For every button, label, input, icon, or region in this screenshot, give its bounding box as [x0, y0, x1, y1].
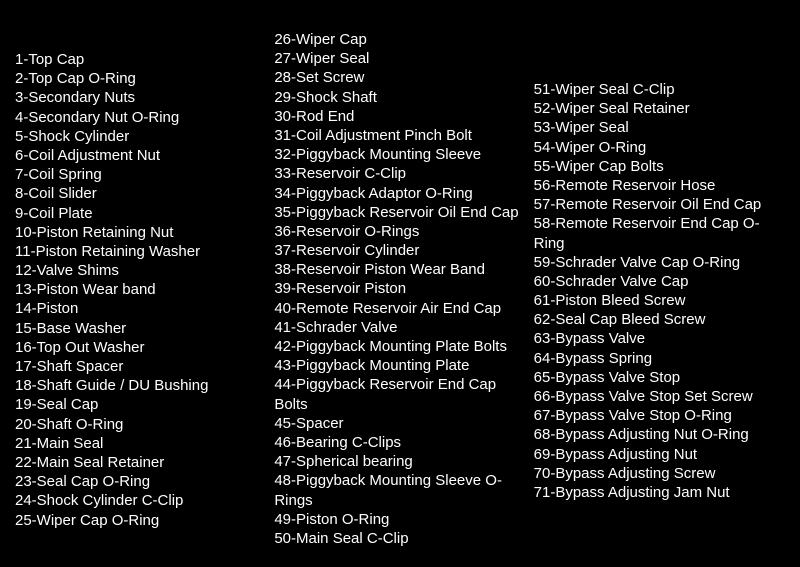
parts-list-item: 8-Coil Slider: [15, 184, 266, 203]
parts-list-item: 7-Coil Spring: [15, 165, 266, 184]
parts-list-item: 23-Seal Cap O-Ring: [15, 472, 266, 491]
parts-list-item: 66-Bypass Valve Stop Set Screw: [534, 387, 785, 406]
parts-list-item: 26-Wiper Cap: [274, 30, 525, 49]
parts-list-item: 70-Bypass Adjusting Screw: [534, 464, 785, 483]
parts-list-item: 53-Wiper Seal: [534, 118, 785, 137]
parts-list-item: 69-Bypass Adjusting Nut: [534, 445, 785, 464]
parts-list-item: 45-Spacer: [274, 414, 525, 433]
parts-list-item: 6-Coil Adjustment Nut: [15, 146, 266, 165]
parts-list-item: 9-Coil Plate: [15, 204, 266, 223]
parts-list-item: 48-Piggyback Mounting Sleeve O-Rings: [274, 471, 525, 509]
parts-list-item: 41-Schrader Valve: [274, 318, 525, 337]
parts-list-item: 55-Wiper Cap Bolts: [534, 157, 785, 176]
parts-list-item: 54-Wiper O-Ring: [534, 138, 785, 157]
parts-list-item: 52-Wiper Seal Retainer: [534, 99, 785, 118]
parts-list-item: 12-Valve Shims: [15, 261, 266, 280]
parts-list-item: 25-Wiper Cap O-Ring: [15, 511, 266, 530]
parts-list-item: 64-Bypass Spring: [534, 349, 785, 368]
parts-list-item: 59-Schrader Valve Cap O-Ring: [534, 253, 785, 272]
parts-list-item: 32-Piggyback Mounting Sleeve: [274, 145, 525, 164]
parts-list-item: 2-Top Cap O-Ring: [15, 69, 266, 88]
parts-list-item: 56-Remote Reservoir Hose: [534, 176, 785, 195]
parts-list-item: 29-Shock Shaft: [274, 88, 525, 107]
parts-list-item: 42-Piggyback Mounting Plate Bolts: [274, 337, 525, 356]
parts-list-item: 30-Rod End: [274, 107, 525, 126]
parts-list-item: 68-Bypass Adjusting Nut O-Ring: [534, 425, 785, 444]
parts-list-item: 39-Reservoir Piston: [274, 279, 525, 298]
parts-list-item: 24-Shock Cylinder C-Clip: [15, 491, 266, 510]
parts-list-item: 13-Piston Wear band: [15, 280, 266, 299]
parts-list-item: 17-Shaft Spacer: [15, 357, 266, 376]
parts-list-item: 62-Seal Cap Bleed Screw: [534, 310, 785, 329]
parts-column-2: 26-Wiper Cap27-Wiper Seal28-Set Screw29-…: [274, 30, 525, 548]
parts-list-item: 40-Remote Reservoir Air End Cap: [274, 299, 525, 318]
parts-list-item: 65-Bypass Valve Stop: [534, 368, 785, 387]
parts-list-item: 43-Piggyback Mounting Plate: [274, 356, 525, 375]
parts-list-item: 34-Piggyback Adaptor O-Ring: [274, 184, 525, 203]
parts-list-item: 36-Reservoir O-Rings: [274, 222, 525, 241]
parts-list-item: 37-Reservoir Cylinder: [274, 241, 525, 260]
parts-list-item: 28-Set Screw: [274, 68, 525, 87]
parts-list-item: 27-Wiper Seal: [274, 49, 525, 68]
parts-list-container: 1-Top Cap2-Top Cap O-Ring3-Secondary Nut…: [15, 30, 785, 548]
parts-list-item: 31-Coil Adjustment Pinch Bolt: [274, 126, 525, 145]
parts-list-item: 16-Top Out Washer: [15, 338, 266, 357]
parts-column-3: 51-Wiper Seal C-Clip52-Wiper Seal Retain…: [534, 30, 785, 548]
parts-list-item: 49-Piston O-Ring: [274, 510, 525, 529]
parts-list-item: 3-Secondary Nuts: [15, 88, 266, 107]
parts-list-item: 47-Spherical bearing: [274, 452, 525, 471]
parts-column-1: 1-Top Cap2-Top Cap O-Ring3-Secondary Nut…: [15, 30, 266, 548]
parts-list-item: 19-Seal Cap: [15, 395, 266, 414]
parts-list-item: 21-Main Seal: [15, 434, 266, 453]
parts-list-item: 11-Piston Retaining Washer: [15, 242, 266, 261]
parts-list-item: 15-Base Washer: [15, 319, 266, 338]
parts-list-item: 57-Remote Reservoir Oil End Cap: [534, 195, 785, 214]
parts-list-item: 35-Piggyback Reservoir Oil End Cap: [274, 203, 525, 222]
parts-list-item: 14-Piston: [15, 299, 266, 318]
parts-list-item: 18-Shaft Guide / DU Bushing: [15, 376, 266, 395]
parts-list-item: 61-Piston Bleed Screw: [534, 291, 785, 310]
parts-list-item: 44-Piggyback Reservoir End Cap Bolts: [274, 375, 525, 413]
parts-list-item: 71-Bypass Adjusting Jam Nut: [534, 483, 785, 502]
parts-list-item: 58-Remote Reservoir End Cap O-Ring: [534, 214, 785, 252]
parts-list-item: 33-Reservoir C-Clip: [274, 164, 525, 183]
parts-list-item: 5-Shock Cylinder: [15, 127, 266, 146]
parts-list-item: 4-Secondary Nut O-Ring: [15, 108, 266, 127]
parts-list-item: 38-Reservoir Piston Wear Band: [274, 260, 525, 279]
parts-list-item: 51-Wiper Seal C-Clip: [534, 80, 785, 99]
parts-list-item: 46-Bearing C-Clips: [274, 433, 525, 452]
parts-list-item: 1-Top Cap: [15, 50, 266, 69]
parts-list-item: 10-Piston Retaining Nut: [15, 223, 266, 242]
parts-list-item: 63-Bypass Valve: [534, 329, 785, 348]
parts-list-item: 50-Main Seal C-Clip: [274, 529, 525, 548]
parts-list-item: 20-Shaft O-Ring: [15, 415, 266, 434]
parts-list-item: 67-Bypass Valve Stop O-Ring: [534, 406, 785, 425]
parts-list-item: 60-Schrader Valve Cap: [534, 272, 785, 291]
parts-list-item: 22-Main Seal Retainer: [15, 453, 266, 472]
